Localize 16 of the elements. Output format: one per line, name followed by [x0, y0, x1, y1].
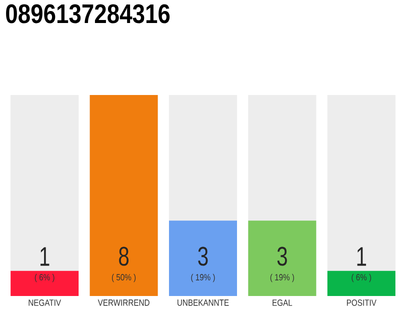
data-label: 1 — [40, 247, 50, 266]
annotation: ( 6% ) — [34, 274, 54, 282]
annotation: ( 6% ) — [352, 274, 372, 282]
annotation: ( 19% ) — [270, 274, 294, 282]
data-label: 3 — [277, 246, 287, 266]
chart-title: 0896137284316 — [6, 4, 170, 24]
x-tick-label: POSITIV — [346, 300, 376, 306]
x-tick-label: VERWIRREND — [98, 300, 150, 306]
x-tick-label: UNBEKANNTE — [178, 300, 229, 306]
data-label: 3 — [198, 246, 208, 266]
annotation: ( 19% ) — [191, 274, 215, 282]
data-label: 1 — [357, 247, 366, 266]
annotation: ( 50% ) — [112, 274, 136, 282]
x-tick-label: NEGATIV — [28, 300, 62, 306]
x-tick-label: EGAL — [272, 300, 292, 306]
data-label: 8 — [119, 246, 129, 266]
